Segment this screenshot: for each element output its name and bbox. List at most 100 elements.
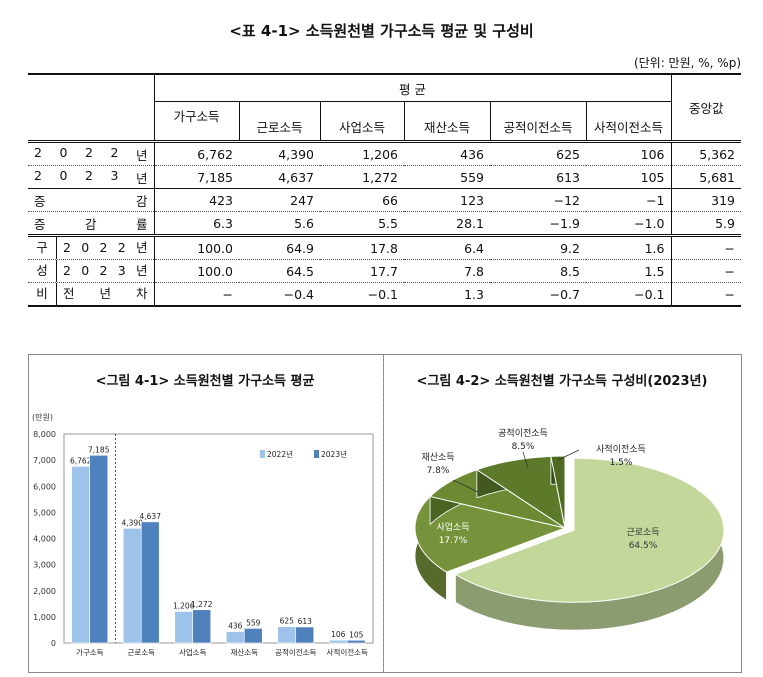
- table-cell: 1.3: [464, 286, 484, 302]
- y-tick-label: 3,000: [33, 561, 56, 570]
- table-cell: 5,681: [670, 165, 741, 189]
- table-cell: −12: [553, 192, 580, 208]
- table-row: 성 2 0 2 3 년 100.0 64.5 17.7 7.8 8.5 1.5−: [28, 259, 741, 283]
- header-col: 근로소득: [238, 101, 320, 142]
- slice-label: 재산소득: [421, 452, 454, 463]
- bar: [140, 521, 160, 644]
- x-tick-label: 재산소득: [230, 647, 258, 657]
- bar: [243, 628, 263, 644]
- table-cell: −: [670, 259, 741, 283]
- leader-line: [522, 451, 529, 469]
- leader-line: [452, 479, 479, 493]
- table-cell: 247: [290, 192, 314, 208]
- table-cell: −0.1: [634, 286, 665, 302]
- x-tick-label: 가구소득: [76, 648, 104, 657]
- table-cell: 7,185: [153, 165, 239, 189]
- slice-label: 사업소득: [436, 522, 469, 533]
- table-cell: −1.0: [634, 215, 665, 231]
- bar: [328, 639, 348, 644]
- table-cell: 1.5: [644, 263, 665, 279]
- table-cell: 1.6: [644, 240, 665, 256]
- table-cell: 64.5: [286, 263, 314, 279]
- x-tick-label: 근로소득: [127, 648, 155, 657]
- y-tick-label: 7,000: [33, 456, 56, 465]
- comp-side-label: 성: [28, 260, 57, 282]
- header-col: 사업소득: [319, 101, 404, 142]
- table-cell: 7.8: [464, 263, 484, 279]
- pie-chart: 근로소득 64.5% 사업소득 17.7% 재산소득 7.8% 공적이전소득 8.5% 사적이전…: [414, 427, 725, 631]
- slice-label: 사적이전소득: [596, 443, 646, 455]
- table-row: 구 2 0 2 2 년 100.0 64.9 17.8 6.4 9.2 1.6−: [28, 235, 741, 260]
- table-cell: 100.0: [153, 235, 239, 260]
- table-row: 비 전 년 차 − −0.4 −0.1 1.3 −0.7 −0.1−: [28, 282, 741, 306]
- table-cell: 17.8: [370, 240, 398, 256]
- y-tick-label: 5,000: [33, 508, 56, 517]
- unit-note: (단위: 만원, %, %p): [633, 56, 741, 70]
- y-tick-label: 6,000: [33, 482, 56, 491]
- x-tick-label: 사업소득: [179, 648, 207, 657]
- legend-swatch: [314, 450, 319, 458]
- table-cell: 28.1: [456, 215, 484, 231]
- table-cell: 5,362: [670, 141, 741, 166]
- bar-value-label: 613: [298, 617, 313, 626]
- table-cell: −: [670, 282, 741, 306]
- table-cell: 64.9: [286, 240, 314, 256]
- slice-label: 근로소득: [626, 527, 659, 538]
- y-tick-label: 0: [51, 639, 56, 648]
- income-table: 평 균 중앙값 가구소득 근로소득 사업소득 재산소득 공적이전소득 사적이전소…: [28, 73, 741, 307]
- bar: [71, 466, 91, 644]
- slice-value: 7.8%: [427, 466, 450, 476]
- slice-value: 64.5%: [629, 541, 658, 551]
- bar-value-label: 1,272: [191, 600, 213, 609]
- table-cell: 123: [460, 192, 484, 208]
- pie-chart-panel: [383, 354, 742, 673]
- leader-line: [557, 449, 580, 461]
- table-cell: 66: [382, 192, 398, 208]
- bar-value-label: 1,206: [173, 601, 195, 610]
- table-cell: 613: [556, 169, 580, 185]
- slice-value: 8.5%: [512, 442, 535, 452]
- x-tick-label: 사적이전소득: [327, 647, 368, 657]
- table-row: 2 0 2 3 년 7,185 4,637 1,272 559 613 105 5,681: [28, 165, 741, 189]
- table-row: 증 감 423 247 66 123 −12 −1 319: [28, 188, 741, 212]
- comp-side-label: 구: [28, 237, 57, 259]
- pie-slice: [414, 495, 567, 573]
- table-cell: 5.9: [670, 211, 741, 236]
- bar: [174, 611, 194, 644]
- table-cell: 4,390: [278, 146, 314, 162]
- slice-label: 공적이전소득: [498, 427, 548, 439]
- table-cell: −: [670, 235, 741, 260]
- table-cell: 17.7: [370, 263, 398, 279]
- table-row: 증 감 률 6.3 5.6 5.5 28.1 −1.9 −1.0 5.9: [28, 211, 741, 236]
- pie-slice: [454, 457, 725, 603]
- header-median: 중앙값: [670, 74, 741, 142]
- bar-value-label: 625: [280, 617, 295, 626]
- plot-area: [63, 433, 374, 644]
- header-col: 재산소득: [403, 101, 490, 142]
- bar: [192, 609, 212, 644]
- y-tick-label: 2,000: [33, 587, 56, 596]
- bar: [225, 631, 245, 644]
- slice-value: 17.7%: [439, 536, 468, 546]
- legend-label: 2022년: [267, 449, 293, 459]
- table-title: <표 4-1> 소득원천별 가구소득 평균 및 구성비: [229, 22, 534, 40]
- table-cell: 9.2: [560, 240, 580, 256]
- table-cell: −: [153, 282, 239, 306]
- x-tick-label: 공적이전소득: [275, 647, 316, 657]
- y-tick-label: 1,000: [33, 613, 56, 622]
- pie-chart-title: <그림 4-2> 소득원천별 가구소득 구성비(2023년): [416, 374, 708, 389]
- bar-value-label: 7,185: [88, 445, 110, 454]
- table-cell: 319: [670, 188, 741, 212]
- table-cell: 6,762: [153, 141, 239, 166]
- table-cell: −1: [646, 192, 665, 208]
- y-tick-label: 4,000: [33, 535, 56, 544]
- table-cell: −1.9: [549, 215, 580, 231]
- table-cell: 4,637: [278, 169, 314, 185]
- bar-value-label: 105: [349, 630, 364, 639]
- pie-slice: [550, 455, 566, 529]
